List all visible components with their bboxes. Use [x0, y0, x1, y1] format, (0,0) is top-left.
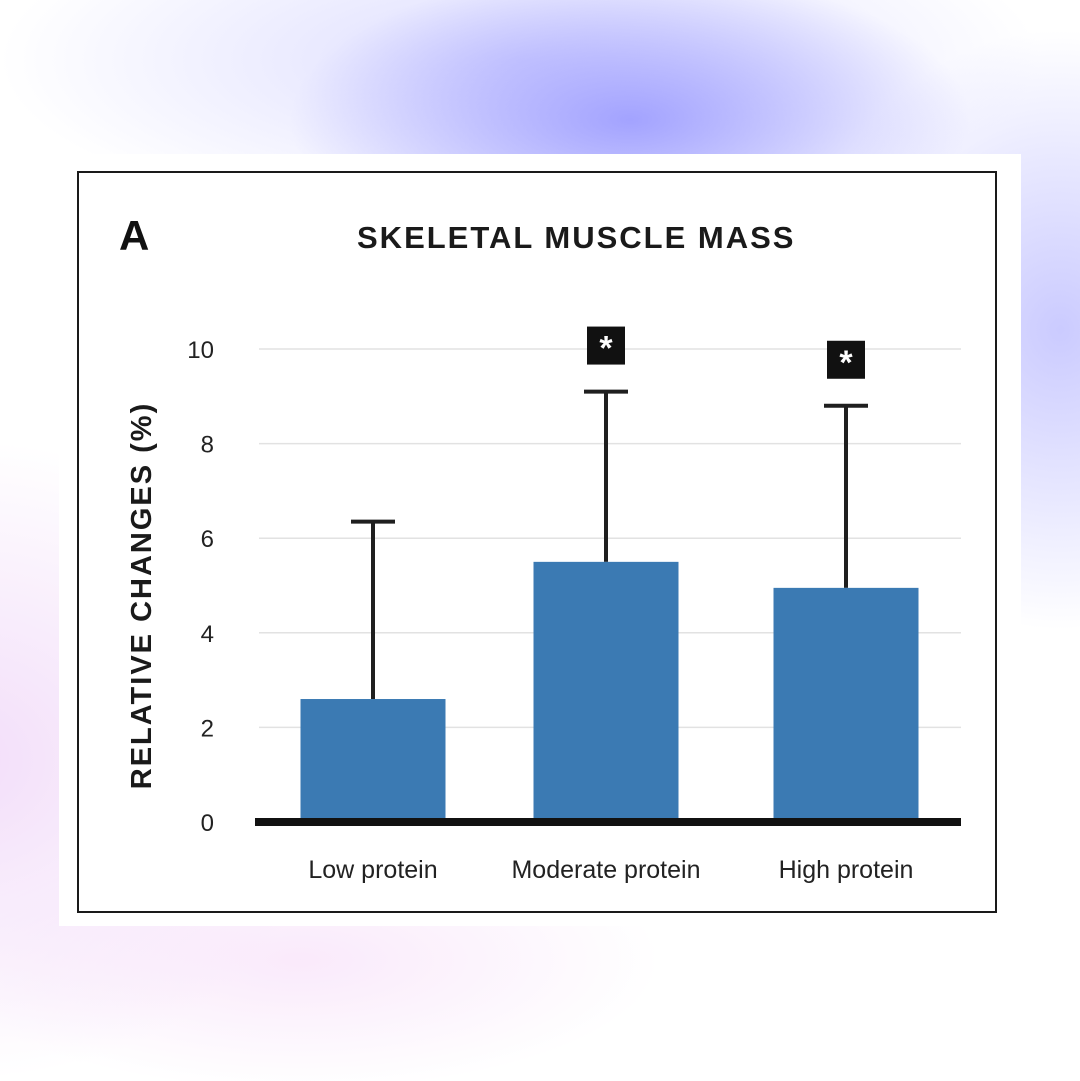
chart-title: SKELETAL MUSCLE MASS [357, 220, 796, 255]
panel-label: A [119, 212, 150, 259]
y-axis-label: RELATIVE CHANGES (%) [126, 402, 158, 789]
y-tick-label: 2 [201, 715, 214, 742]
chart-card: A SKELETAL MUSCLE MASS 0 2 4 6 8 10 RELATIVE C… [59, 154, 1021, 926]
bar [773, 587, 919, 822]
y-tick-label: 10 [187, 337, 214, 364]
y-tick-label: 0 [201, 810, 214, 837]
significance-box [587, 326, 625, 365]
chart-frame [77, 171, 997, 913]
x-tick-label: Low protein [308, 856, 437, 884]
y-tick-label: 4 [201, 621, 214, 648]
bar-chart: 0 2 4 6 8 10 RELATIVE CHANGES (%) Low protein Mo… [126, 326, 961, 884]
y-tick-label: 8 [201, 432, 214, 459]
significance-marker: * [599, 330, 613, 368]
significance-marker: * [839, 344, 853, 382]
x-tick-label: High protein [779, 856, 914, 884]
significance-box [827, 340, 865, 379]
x-tick-label: Moderate protein [511, 856, 700, 884]
bar [300, 699, 446, 822]
bar [533, 561, 679, 822]
y-tick-label: 6 [201, 526, 214, 553]
